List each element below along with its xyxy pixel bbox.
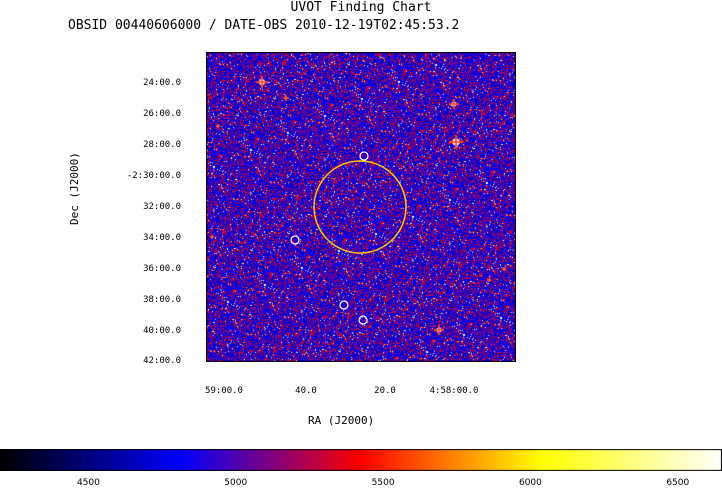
colorbar-tick-label: 6500 xyxy=(666,478,690,488)
image-plot xyxy=(206,52,516,362)
colorbar xyxy=(0,449,722,471)
y-tick-label: -2:30:00.0 xyxy=(126,171,181,181)
x-axis-label: RA (J2000) xyxy=(308,414,375,427)
y-tick-label: 36:00.0 xyxy=(143,264,181,274)
y-tick-label: 38:00.0 xyxy=(143,295,181,305)
chart-title: UVOT Finding Chart xyxy=(290,0,432,15)
y-tick-label: 42:00.0 xyxy=(143,356,181,366)
colorbar-tick-label: 5000 xyxy=(224,478,248,488)
colorbar-tick-label: 4500 xyxy=(76,478,100,488)
y-tick-label: 28:00.0 xyxy=(143,140,181,150)
source-marker xyxy=(358,315,368,325)
chart-subtitle: OBSID 00440606000 / DATE-OBS 2010-12-19T… xyxy=(68,18,460,33)
x-tick-label: 59:00.0 xyxy=(205,386,243,396)
plot-overlay xyxy=(290,151,407,325)
y-tick-label: 40:00.0 xyxy=(143,326,181,336)
y-tick-label: 34:00.0 xyxy=(143,233,181,243)
source-marker xyxy=(339,300,349,310)
source-region-circle xyxy=(313,160,407,254)
colorbar-tick-label: 5500 xyxy=(371,478,395,488)
y-axis-label: Dec (J2000) xyxy=(68,152,81,225)
x-tick-label: 4:58:00.0 xyxy=(429,386,479,396)
x-tick-label: 40.0 xyxy=(295,386,317,396)
y-tick-label: 26:00.0 xyxy=(143,109,181,119)
source-marker xyxy=(359,151,369,161)
source-marker xyxy=(290,235,300,245)
colorbar-tick-label: 6000 xyxy=(518,478,542,488)
y-tick-label: 24:00.0 xyxy=(143,78,181,88)
y-tick-label: 32:00.0 xyxy=(143,202,181,212)
x-tick-label: 20.0 xyxy=(374,386,396,396)
